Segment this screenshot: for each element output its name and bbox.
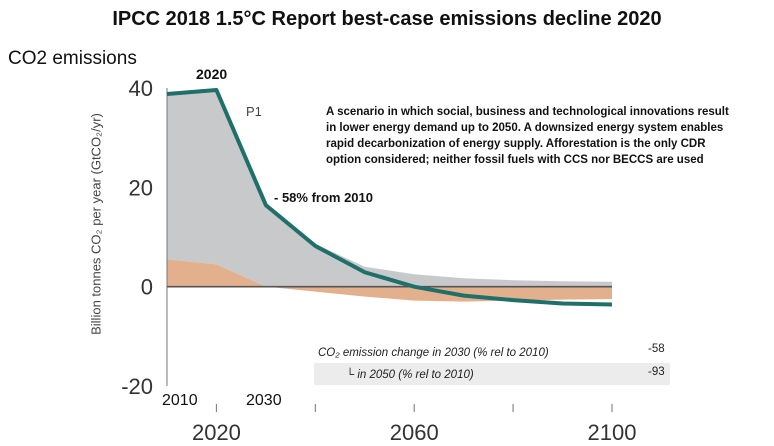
orange-band	[167, 259, 612, 302]
table-row-2050-label: └ in 2050 (% rel to 2010)	[346, 369, 474, 381]
series-line-p1	[166, 87, 613, 307]
x-tick-label: 2100	[588, 420, 637, 445]
chart-title: IPCC 2018 1.5°C Report best-case emissio…	[112, 8, 662, 30]
reduction-annotation: - 58% from 2010	[274, 190, 373, 205]
scenario-description: A scenario in which social, business and…	[326, 106, 729, 166]
year-2010-annotation: 2010	[162, 392, 198, 409]
y-tick-label: -20	[121, 374, 153, 399]
x-tick-label: 2060	[390, 420, 439, 445]
y-tick-label: 20	[129, 175, 153, 200]
table-row-2050-background	[314, 363, 670, 385]
year-2030-annotation: 2030	[246, 392, 282, 409]
table-row-2050-value: -93	[648, 366, 665, 378]
peak-year-annotation: 2020	[196, 66, 228, 82]
chart-subtitle: CO2 emissions	[8, 48, 137, 69]
x-tick-label: 2020	[192, 420, 241, 445]
y-tick-label: 40	[129, 76, 153, 101]
series-label-p1: P1	[246, 104, 262, 119]
y-axis-label: Billion tonnes CO₂ per year (GtCO₂/yr)	[88, 113, 104, 335]
table-row-2030-value: -58	[648, 343, 665, 355]
y-tick-label: 0	[141, 275, 153, 300]
scenario-range-band	[167, 89, 612, 287]
table-row-2030-label: CO₂ emission change in 2030 (% rel to 20…	[318, 347, 549, 359]
